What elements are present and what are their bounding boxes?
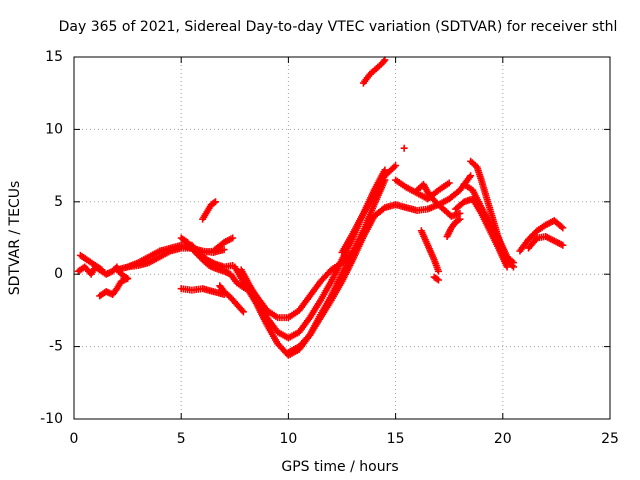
y-tick-label: 15 bbox=[45, 49, 63, 65]
data-point bbox=[467, 172, 475, 180]
y-tick-label: 0 bbox=[54, 266, 63, 282]
data-point bbox=[434, 276, 442, 284]
data-point bbox=[559, 241, 567, 249]
data-point bbox=[229, 234, 237, 242]
data-point bbox=[400, 144, 408, 152]
data-point bbox=[433, 275, 441, 283]
data-point bbox=[124, 275, 132, 283]
data-point bbox=[454, 216, 462, 224]
x-axis-label: GPS time / hours bbox=[281, 459, 398, 475]
data-point bbox=[445, 179, 453, 187]
data-point bbox=[380, 57, 388, 65]
chart-title: Day 365 of 2021, Sidereal Day-to-day VTE… bbox=[59, 19, 618, 35]
data-point bbox=[239, 308, 247, 316]
data-point bbox=[98, 266, 106, 274]
data-point bbox=[238, 306, 246, 314]
y-tick-label: -5 bbox=[49, 339, 63, 355]
data-point bbox=[210, 199, 218, 207]
y-axis-label: SDTVAR / TECUs bbox=[7, 181, 23, 296]
y-tick-label: -10 bbox=[40, 411, 63, 427]
plot-frame bbox=[73, 56, 611, 420]
x-tick-label: 25 bbox=[601, 431, 619, 447]
data-point bbox=[559, 224, 567, 232]
x-tick-label: 20 bbox=[494, 431, 512, 447]
data-point bbox=[392, 162, 400, 170]
data-point bbox=[212, 198, 220, 206]
data-point bbox=[557, 223, 565, 231]
axis-ticks: 0 5 10 15 20 25 -10 -5 0 5 10 15 bbox=[40, 49, 619, 447]
y-tick-label: 5 bbox=[54, 194, 63, 210]
data-points bbox=[74, 56, 567, 359]
x-tick-label: 15 bbox=[387, 431, 405, 447]
y-tick-label: 10 bbox=[45, 121, 63, 137]
data-point bbox=[503, 263, 511, 271]
x-tick-label: 0 bbox=[70, 431, 79, 447]
x-tick-label: 5 bbox=[177, 431, 186, 447]
data-point bbox=[381, 56, 389, 64]
data-point bbox=[434, 267, 442, 275]
x-tick-label: 10 bbox=[279, 431, 297, 447]
data-point bbox=[510, 259, 518, 267]
data-point bbox=[390, 163, 398, 171]
data-point bbox=[220, 246, 228, 254]
data-point bbox=[456, 215, 464, 223]
